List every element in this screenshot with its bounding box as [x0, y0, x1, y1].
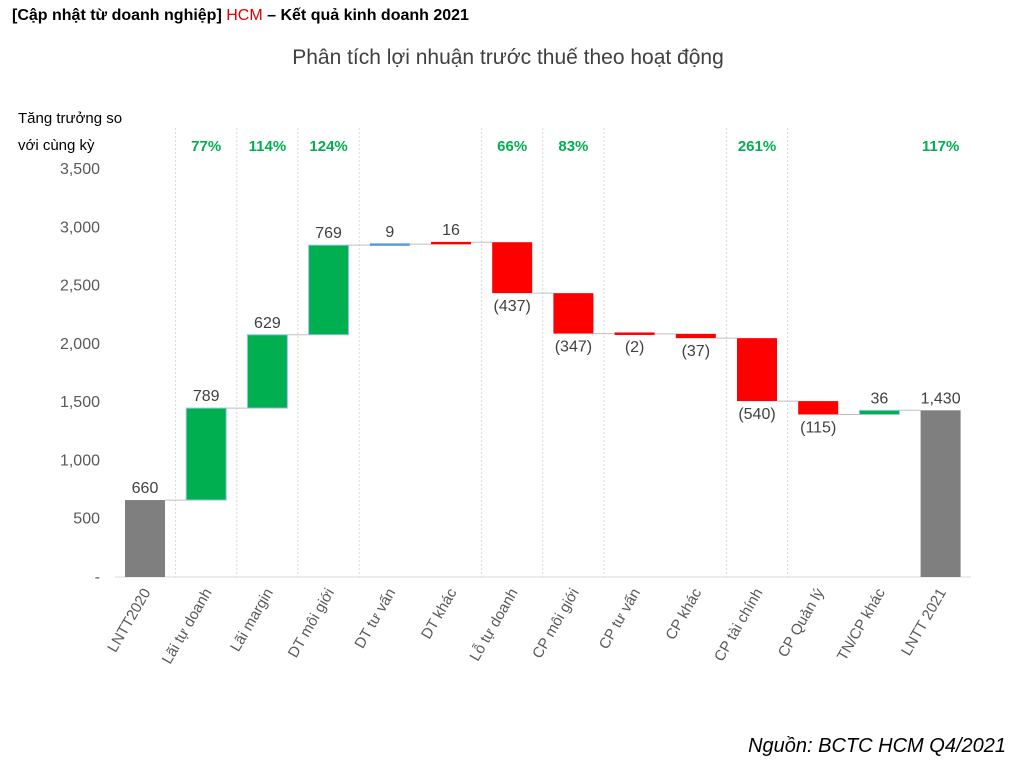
- waterfall-bar: [492, 242, 533, 294]
- report-header: [Cập nhật từ doanh nghiệp] HCM – Kết quả…: [12, 6, 469, 26]
- header-prefix: [Cập nhật từ doanh nghiệp]: [12, 7, 222, 24]
- data-label: 660: [132, 480, 159, 497]
- y-tick-label: 2,500: [60, 278, 100, 295]
- growth-label: 77%: [191, 138, 221, 155]
- x-tick-label: Lãi margin: [227, 586, 277, 655]
- x-tick-label: Lãi tự doanh: [159, 586, 216, 667]
- y-tick-label: 3,500: [60, 161, 100, 178]
- waterfall-bar: [369, 243, 410, 246]
- data-label: 1,430: [921, 390, 961, 407]
- growth-label: 83%: [558, 138, 588, 155]
- waterfall-bar: [858, 409, 900, 415]
- data-label: 789: [193, 388, 220, 405]
- growth-caption: Tăng trưởng so với cùng kỳ: [18, 105, 122, 159]
- header-ticker: HCM: [226, 7, 263, 24]
- waterfall-bar: [553, 293, 594, 334]
- x-tick-label: TN/CP khác: [834, 585, 889, 664]
- waterfall-bar: [675, 333, 716, 339]
- data-label: 769: [315, 225, 342, 242]
- y-tick-label: 500: [73, 511, 100, 528]
- data-label: 629: [254, 315, 281, 332]
- connector-lines: [165, 241, 921, 501]
- data-label: (115): [800, 419, 836, 436]
- x-tick-label: CP tài chính: [711, 586, 766, 665]
- x-tick-label: CP tư vấn: [596, 586, 644, 653]
- growth-label: 261%: [738, 138, 776, 155]
- data-label: 9: [385, 224, 394, 241]
- data-label: (2): [625, 339, 645, 356]
- bars: [125, 241, 961, 577]
- waterfall-bar: [737, 338, 777, 402]
- x-tick-label: Lỗ tự doanh: [466, 586, 521, 665]
- x-axis-ticks: LNTT2020 Lãi tự doanh Lãi margin DT môi giớ…: [104, 585, 950, 667]
- data-label: (37): [682, 343, 710, 360]
- waterfall-bar: [185, 407, 227, 501]
- data-label: (540): [738, 406, 775, 423]
- x-tick-label: CP môi giới: [529, 586, 583, 662]
- x-tick-label: DT tư vấn: [351, 586, 399, 652]
- data-label: 36: [871, 390, 889, 407]
- data-label: (347): [555, 339, 592, 356]
- separator-lines: [175, 128, 789, 577]
- waterfall-bar: [125, 500, 165, 577]
- growth-label: 114%: [249, 138, 287, 155]
- waterfall-bar: [431, 241, 471, 245]
- waterfall-bar: [920, 410, 961, 577]
- y-tick-label: 3,000: [60, 219, 100, 236]
- growth-label: 124%: [309, 138, 347, 155]
- x-tick-label: CP khác: [662, 585, 705, 643]
- waterfall-bar: [246, 334, 288, 409]
- growth-caption-line-1: Tăng trưởng so: [18, 110, 123, 127]
- x-tick-label: DT môi giới: [285, 586, 338, 661]
- y-tick-label: -: [95, 569, 100, 586]
- growth-labels: 77% 114% 124% 66% 83% 261% 117%: [191, 138, 959, 155]
- y-tick-label: 2,000: [60, 336, 100, 353]
- x-tick-label: LNTT 2021: [898, 586, 950, 659]
- y-tick-label: 1,500: [60, 394, 100, 411]
- waterfall-bar: [798, 401, 839, 415]
- x-tick-label: DT khác: [418, 585, 461, 642]
- growth-label: 117%: [922, 138, 960, 155]
- header-suffix: – Kết quả kinh doanh 2021: [267, 7, 469, 24]
- data-labels: 660 789 629 769 9 16 (437) (347) (2) (37) (540) (11…: [132, 222, 961, 497]
- source-note: Nguồn: BCTC HCM Q4/2021: [748, 735, 1006, 757]
- growth-label: 66%: [497, 138, 527, 155]
- data-label: (437): [494, 298, 531, 315]
- waterfall-bar: [308, 244, 350, 336]
- waterfall-bar: [614, 332, 655, 335]
- y-axis-ticks: - 500 1,000 1,500 2,000 2,500 3,000 3,500: [60, 161, 100, 586]
- x-tick-label: LNTT2020: [104, 586, 154, 656]
- y-tick-label: 1,000: [60, 452, 100, 469]
- chart-title: Phân tích lợi nhuận trước thuế theo hoạt…: [292, 46, 724, 69]
- data-label: 16: [442, 222, 460, 239]
- x-tick-label: CP Quản lý: [775, 585, 828, 660]
- growth-caption-line-2: với cùng kỳ: [18, 137, 95, 154]
